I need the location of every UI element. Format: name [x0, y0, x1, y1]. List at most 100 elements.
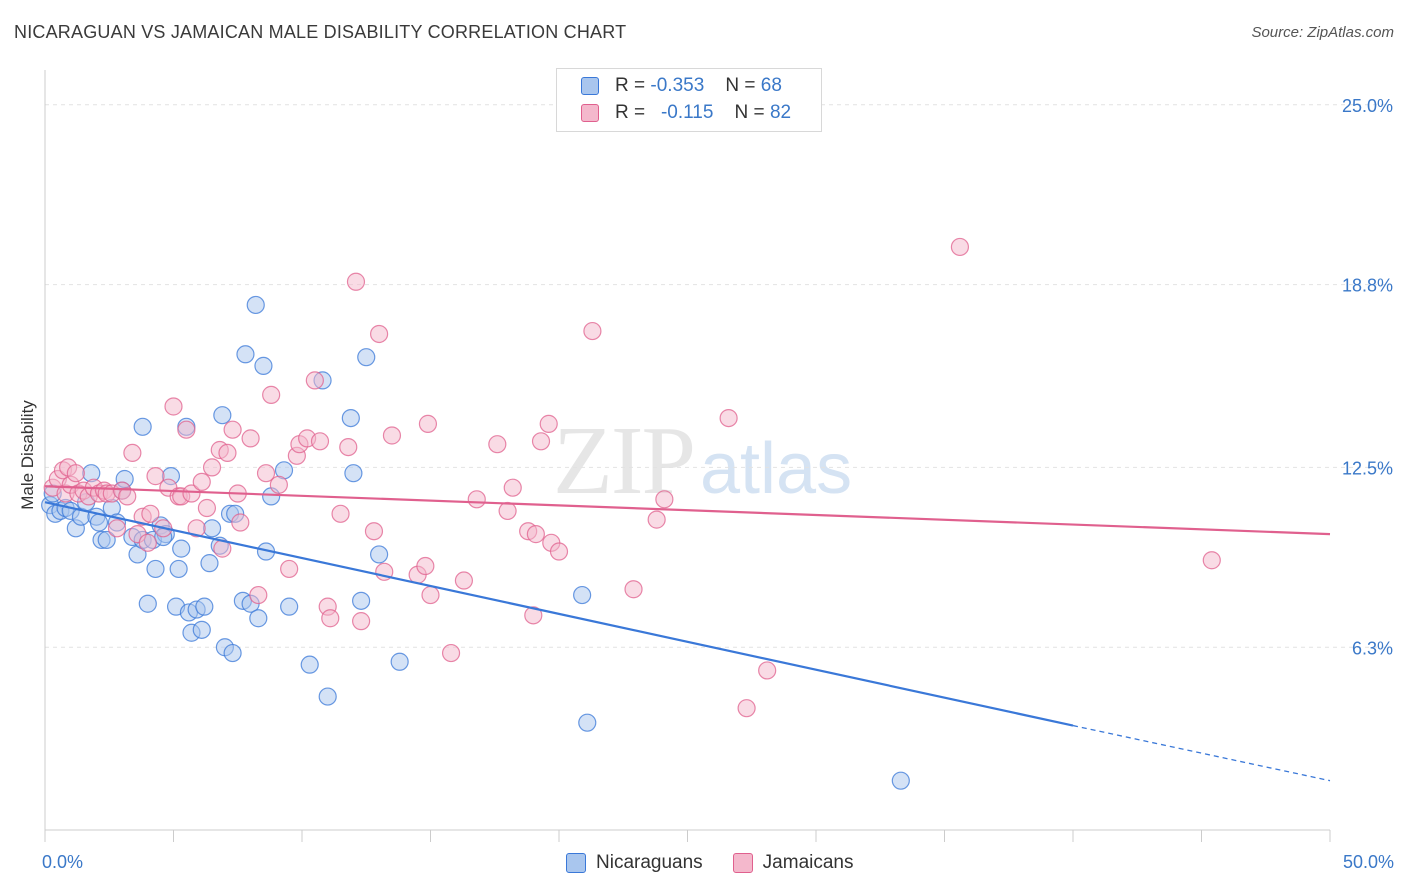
jamaicans-point [737, 699, 756, 718]
jamaicans-point [441, 643, 461, 663]
nicaraguans-point [344, 464, 363, 483]
jamaicans-point [758, 661, 777, 680]
nicaraguans-point [357, 348, 376, 367]
nicaraguans-point [249, 609, 268, 628]
jamaicans-point [202, 458, 222, 477]
r-value: -0.353 [650, 75, 705, 96]
jamaicans-point [138, 533, 157, 552]
y-tick-label: 25.0% [1342, 96, 1393, 116]
nicaraguans-trend-extension [1072, 724, 1331, 782]
jamaicans-point [310, 432, 330, 451]
jamaicans-point [418, 414, 438, 433]
jamaicans-point [66, 464, 85, 483]
nicaraguans-point [341, 408, 360, 428]
jamaicans-point [280, 559, 299, 579]
legend-label: Jamaicans [762, 852, 854, 873]
jamaicans-point [141, 504, 160, 523]
nicaraguans-point [280, 597, 299, 616]
legend-row-nicaraguans: R = -0.353 N = 68 [581, 73, 782, 99]
jamaicans-point [531, 432, 551, 451]
y-tick-label: 6.3% [1352, 638, 1393, 658]
jamaicans-point [526, 525, 545, 544]
jamaicans-point [539, 414, 558, 433]
jamaicans-point [231, 513, 250, 532]
jamaicans-point [549, 542, 569, 561]
n-value: 68 [760, 75, 782, 96]
jamaicans-trend-line [44, 485, 1331, 536]
jamaicans-point [647, 510, 666, 529]
nicaraguans-point [254, 356, 273, 375]
jamaicans-point [655, 490, 674, 509]
jamaicans-point [118, 487, 137, 506]
jamaicans-point [624, 580, 643, 599]
nicaraguans-trend-line [44, 501, 1074, 727]
jamaicans-point [503, 478, 522, 497]
nicaraguans-point [138, 594, 157, 613]
jamaicans-point [454, 571, 474, 590]
nicaraguans-point [89, 513, 109, 532]
jamaicans-point [177, 420, 196, 439]
jamaicans-point [467, 490, 486, 509]
jamaicans-point [223, 420, 242, 439]
jamaicans-point [197, 498, 217, 518]
nicaraguans-point [202, 519, 222, 538]
nicaraguans-point [133, 417, 152, 436]
r-label: R = [615, 75, 646, 96]
x-tick-label-min: 0.0% [42, 852, 84, 872]
jamaicans-point [192, 472, 211, 492]
jamaicans-point [352, 612, 371, 631]
jamaicans-point [262, 385, 281, 404]
legend-item-nicaraguans: Nicaraguans [566, 852, 703, 874]
nicaraguans-point [370, 545, 389, 564]
correlation-legend: R = -0.353 N = 68 R = -0.115 N = 82 [556, 68, 822, 132]
jamaicans-point [346, 272, 366, 291]
jamaicans-point [107, 519, 127, 538]
pink-swatch [581, 104, 599, 122]
jamaicans-point [364, 522, 384, 541]
legend-item-jamaicans: Jamaicans [732, 852, 854, 874]
x-tick-label-max: 50.0% [1342, 852, 1394, 872]
r-value: -0.115 [660, 102, 714, 123]
nicaraguans-point [390, 652, 409, 671]
jamaicans-point [269, 475, 288, 494]
nicaraguans-point [300, 655, 319, 674]
nicaraguans-point [172, 539, 191, 558]
chart-title: NICARAGUAN VS JAMAICAN MALE DISABILITY C… [14, 22, 627, 42]
jamaicans-point [370, 324, 389, 344]
nicaraguans-point [573, 585, 592, 605]
jamaicans-point [164, 397, 183, 416]
r-label: R = [615, 102, 646, 123]
jamaicans-point [524, 606, 543, 625]
jamaicans-point [1202, 551, 1221, 570]
pink-swatch [732, 853, 753, 873]
nicaraguans-point [236, 345, 255, 364]
jamaicans-point [382, 426, 402, 445]
jamaicans-point [123, 443, 142, 463]
nicaraguans-point [169, 559, 188, 579]
nicaraguans-point [146, 559, 165, 579]
nicaraguans-point [318, 687, 337, 706]
blue-swatch [566, 853, 586, 873]
nicaraguans-point [891, 771, 910, 790]
nicaraguans-point [223, 643, 242, 663]
jamaicans-point [321, 609, 340, 628]
jamaicans-point [421, 585, 440, 605]
nicaraguans-point [97, 530, 116, 550]
jamaicans-point [218, 443, 237, 463]
y-tick-label: 18.8% [1342, 276, 1393, 296]
nicaraguans-point [192, 620, 211, 639]
jamaicans-point [719, 408, 738, 428]
n-value: 82 [769, 102, 792, 123]
jamaicans-point [488, 435, 507, 454]
nicaraguans-point [213, 406, 232, 425]
jamaicans-point [339, 437, 358, 457]
jamaicans-point [331, 504, 350, 523]
nicaraguans-point [200, 554, 219, 573]
jamaicans-point [187, 519, 206, 538]
n-label: N = [725, 75, 756, 96]
legend-row-jamaicans: R = -0.115 N = 82 [581, 100, 791, 126]
jamaicans-point [416, 556, 435, 576]
y-tick-label: 12.5% [1342, 458, 1393, 478]
nicaraguans-point [246, 295, 265, 315]
